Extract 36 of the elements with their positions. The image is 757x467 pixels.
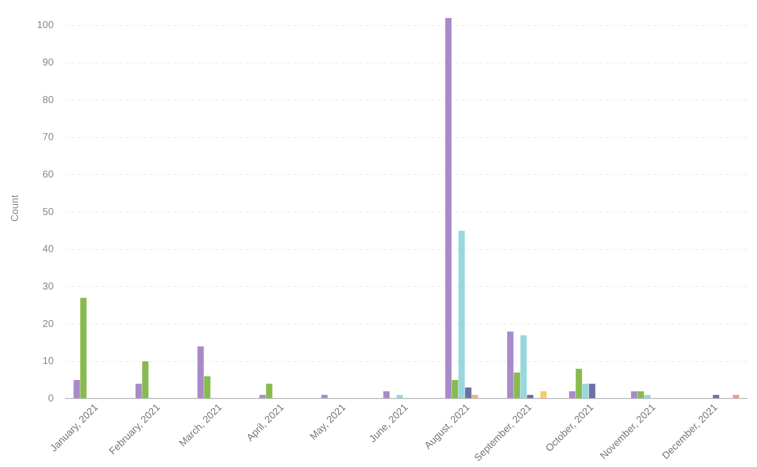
bar xyxy=(197,346,204,398)
y-tick-label: 80 xyxy=(42,94,54,106)
y-tick-label: 10 xyxy=(42,356,54,368)
y-tick-label: 40 xyxy=(42,244,54,256)
y-tick-label: 90 xyxy=(42,58,54,69)
bar xyxy=(383,391,390,398)
bar xyxy=(458,230,465,398)
bar xyxy=(631,391,638,398)
y-tick-label: 0 xyxy=(48,393,54,404)
bar xyxy=(136,384,142,398)
bar xyxy=(514,372,520,398)
bar xyxy=(266,384,272,398)
bar xyxy=(465,387,472,398)
bar xyxy=(204,376,210,398)
y-tick-label: 60 xyxy=(42,169,54,180)
bar xyxy=(80,298,87,398)
bar xyxy=(507,331,514,398)
bar xyxy=(576,368,582,398)
y-tick-label: 20 xyxy=(42,318,54,330)
y-tick-label: 100 xyxy=(36,20,54,32)
bar xyxy=(582,384,589,398)
bar xyxy=(452,380,458,398)
bar xyxy=(396,394,403,398)
bar xyxy=(527,394,534,398)
y-axis-title: Count xyxy=(10,194,21,222)
bar xyxy=(638,391,644,398)
y-tick-label: 30 xyxy=(42,281,54,292)
y-tick-label: 70 xyxy=(42,132,54,144)
bar xyxy=(540,391,547,398)
bar xyxy=(445,18,452,398)
y-tick-label: 50 xyxy=(42,206,54,218)
bar xyxy=(569,391,576,398)
bar xyxy=(589,384,596,398)
bar xyxy=(520,335,527,398)
bar xyxy=(142,361,148,398)
bar xyxy=(74,380,80,398)
